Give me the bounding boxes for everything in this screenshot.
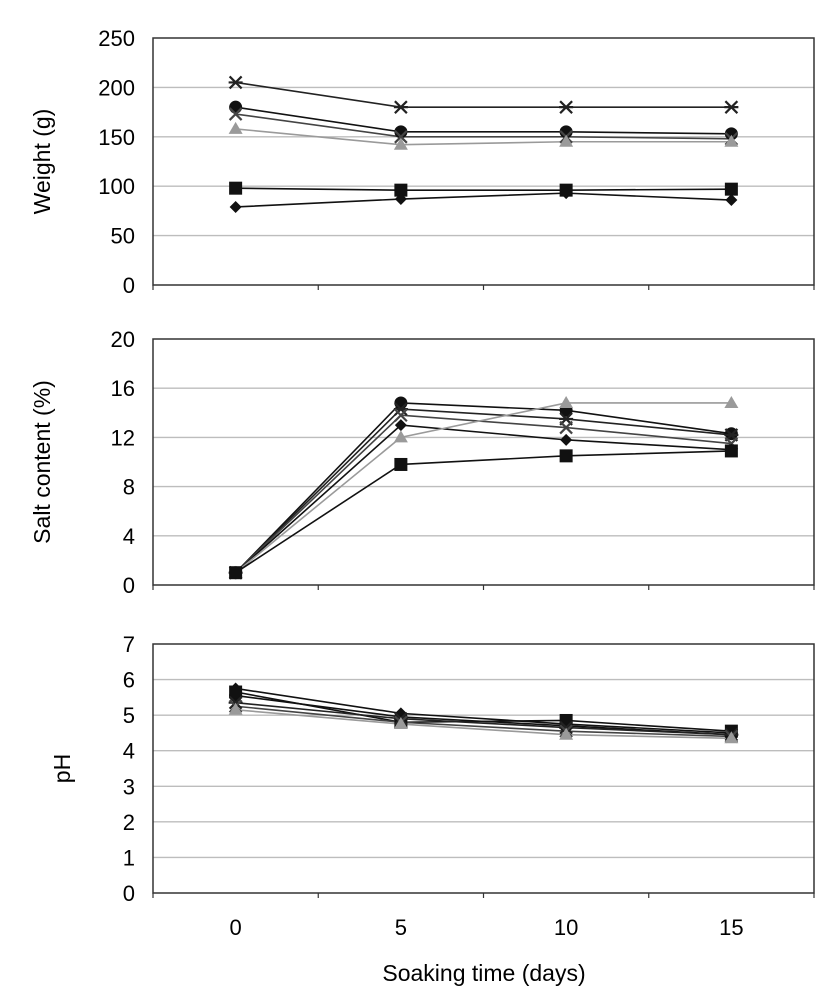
ph-series-triangle-point [393, 717, 408, 730]
weight-y-tick-label: 50 [111, 224, 135, 249]
salt-y-tick-label: 8 [123, 475, 135, 500]
salt-series-diamond-line [235, 424, 732, 574]
weight-series-triangle-point [559, 134, 574, 147]
salt-series-square-point [229, 566, 243, 580]
salt-y-tick-label: 12 [111, 425, 135, 450]
weight-series-diamond-point [394, 193, 407, 206]
ph-series-star-line [235, 701, 732, 736]
ph-series-square-point [229, 685, 243, 699]
weight-series-circle-point [559, 125, 573, 139]
salt-series-square-point [394, 457, 408, 471]
weight-series-triangle-point [393, 137, 408, 150]
salt-y-axis-title: Salt content (%) [29, 380, 55, 544]
weight-y-axis-title: Weight (g) [29, 109, 55, 215]
salt-y-tick-label: 4 [123, 524, 135, 549]
weight-series-cross-line [235, 113, 732, 140]
salt-series-cross-point [394, 408, 408, 423]
weight-series-square-point [724, 182, 738, 196]
weight-series-circle-point [394, 125, 408, 139]
ph-y-tick-label: 4 [123, 739, 135, 764]
ph-x-tick-label: 0 [230, 915, 242, 940]
salt-series-square-point [559, 449, 573, 463]
ph-series-square-point [559, 713, 573, 727]
salt-series-cross-point [559, 420, 573, 435]
ph-y-tick-label: 6 [123, 668, 135, 693]
ph-series-triangle-line [235, 709, 732, 740]
weight-series-circle-point [724, 127, 738, 141]
ph-series-triangle-point [724, 731, 739, 744]
salt-y-tick-label: 20 [111, 327, 135, 352]
salt-series-square-line [235, 450, 732, 574]
salt-series-cross-line [235, 414, 732, 574]
weight-series-cross-point [228, 107, 243, 121]
weight-series-diamond-point [560, 187, 573, 200]
x-axis-title: Soaking time (days) [382, 960, 585, 986]
weight-y-tick-label: 150 [98, 125, 135, 150]
weight-plot-frame [152, 37, 815, 286]
weight-series-square-point [394, 183, 408, 197]
ph-series-triangle-point [559, 727, 574, 740]
salt-series-circle-point [394, 396, 408, 410]
salt-series-square-point [724, 444, 738, 458]
weight-series-circle-point [229, 100, 243, 114]
ph-y-axis-title: pH [49, 754, 75, 783]
ph-y-tick-label: 7 [123, 632, 135, 657]
ph-x-tick-label: 10 [554, 915, 578, 940]
ph-series-cross-line [235, 705, 732, 738]
weight-y-tick-label: 200 [98, 75, 135, 100]
salt-y-tick-label: 16 [111, 376, 135, 401]
weight-series-diamond-line [235, 192, 732, 208]
weight-series-triangle-point [228, 121, 243, 134]
weight-y-tick-label: 0 [123, 273, 135, 298]
weight-y-tick-label: 100 [98, 174, 135, 199]
weight-series-square-point [229, 181, 243, 195]
weight-series-star-point [228, 75, 243, 90]
ph-y-tick-label: 1 [123, 845, 135, 870]
ph-series-diamond-line [235, 687, 732, 734]
salt-series-triangle-point [559, 395, 574, 408]
salt-series-circle-line [235, 402, 732, 574]
ph-panel: 0 1 2 3 4 5 6 7 pH 0 5 10 15 [49, 632, 815, 940]
weight-series-square-line [235, 187, 732, 191]
salt-series-triangle-point [724, 395, 739, 408]
weight-y-tick-label: 250 [98, 26, 135, 51]
weight-series-circle-line [235, 106, 732, 135]
weight-series-star-point [559, 100, 574, 114]
weight-series-cross-point [394, 130, 408, 144]
ph-y-tick-label: 0 [123, 881, 135, 906]
ph-series-square-line [235, 691, 732, 732]
weight-series-triangle-point [724, 134, 739, 147]
ph-plot-frame [152, 643, 815, 894]
weight-series-star-point [393, 100, 408, 114]
salt-series-diamond-point [560, 433, 573, 446]
weight-series-diamond-point [229, 200, 242, 213]
ph-x-tick-label: 15 [719, 915, 743, 940]
ph-y-tick-label: 3 [123, 774, 135, 799]
weight-series-star-line [235, 81, 732, 108]
salt-content-panel: 0 4 8 12 16 20 Salt content (%) [29, 327, 815, 598]
salt-series-star-line [235, 408, 732, 574]
weight-series-star-point [724, 100, 739, 114]
salt-y-tick-label: 0 [123, 573, 135, 598]
weight-series-triangle-line [235, 128, 732, 146]
salt-series-diamond-point [394, 419, 407, 432]
ph-y-tick-label: 2 [123, 810, 135, 835]
salt-series-triangle-point [393, 430, 408, 443]
salt-series-triangle-line [235, 402, 732, 574]
weight-series-diamond-point [725, 194, 738, 207]
weight-panel: 0 50 100 150 200 250 Weight (g) [29, 26, 815, 298]
ph-y-tick-label: 5 [123, 703, 135, 728]
ph-x-tick-label: 5 [395, 915, 407, 940]
salt-plot-frame [152, 338, 815, 586]
ph-series-triangle-point [228, 702, 243, 715]
